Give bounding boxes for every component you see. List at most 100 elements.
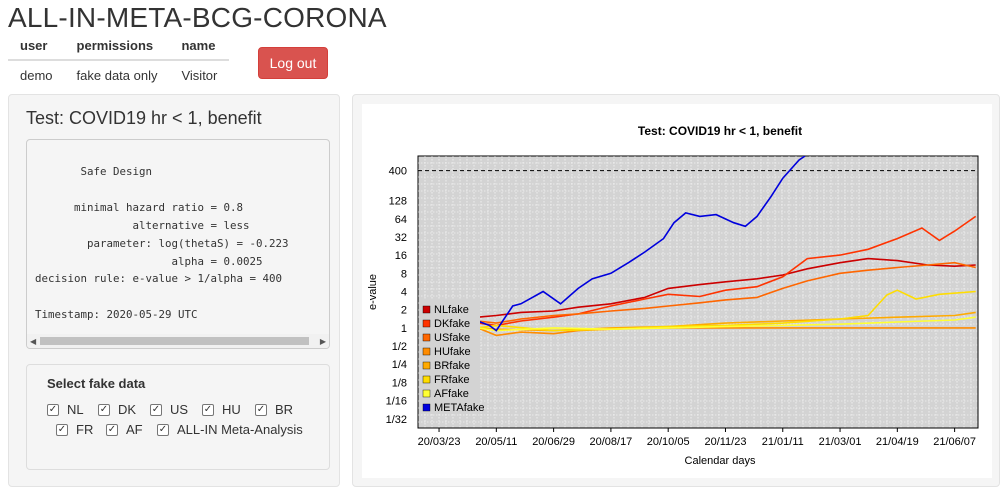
legend-label-affake: AFfake (434, 388, 469, 400)
legend-label-metafake: METAfake (434, 402, 485, 414)
legend-swatch-dkfake (422, 319, 431, 328)
checkbox-label: NL (67, 402, 84, 417)
legend-label-brfake: BRfake (434, 360, 470, 372)
logout-button[interactable]: Log out (258, 47, 328, 79)
series-line-usfake (477, 261, 976, 324)
x-tick-label: 21/04/19 (876, 436, 919, 448)
checkbox-dk[interactable]: ✓ DK (98, 402, 136, 417)
legend-label-usfake: USfake (434, 332, 470, 344)
y-axis-label: e-value (367, 274, 379, 310)
name-header: name (169, 33, 230, 61)
x-tick-label: 20/03/23 (418, 436, 461, 448)
legend-label-hufake: HUfake (434, 346, 471, 358)
y-tick-label: 1/4 (392, 359, 407, 371)
x-axis-ticks: 20/03/23 20/05/11 20/06/29 20/08/17 20/10/05… (418, 428, 976, 448)
evalue-chart: Test: COVID19 hr < 1, benefit 1/321/161/… (367, 124, 979, 467)
scrollbar-thumb[interactable] (40, 337, 309, 345)
user-header: user (8, 33, 65, 61)
table-row: demo fake data only Visitor (8, 60, 229, 87)
checkbox-label: HU (222, 402, 241, 417)
checkbox-label: ALL-IN Meta-Analysis (177, 422, 303, 437)
check-icon[interactable]: ✓ (150, 403, 162, 416)
legend-label-nlfake: NLfake (434, 304, 469, 316)
checkbox-meta[interactable]: ✓ ALL-IN Meta-Analysis (157, 422, 303, 437)
legend-swatch-metafake (422, 403, 431, 412)
select-data-box: Select fake data ✓ NL ✓ DK ✓ US ✓ HU ✓ BR ✓ FR… (26, 364, 330, 470)
check-icon[interactable]: ✓ (106, 423, 118, 436)
permissions-cell: fake data only (76, 68, 158, 83)
legend-label-dkfake: DKfake (434, 318, 470, 330)
legend-label-frfake: FRfake (434, 374, 469, 386)
checkbox-hu[interactable]: ✓ HU (202, 402, 241, 417)
user-cell: demo (20, 68, 53, 83)
check-icon[interactable]: ✓ (157, 423, 169, 436)
check-icon[interactable]: ✓ (47, 403, 59, 416)
name-cell: Visitor (181, 68, 218, 83)
design-output[interactable]: Safe Design minimal hazard ratio = 0.8 a… (26, 139, 330, 349)
legend: NLfake DKfake USfake HUfake BRfake FRfake AFfa… (420, 300, 485, 414)
y-tick-label: 64 (395, 214, 407, 226)
series-line-metafake (477, 156, 806, 332)
x-tick-label: 21/01/11 (762, 436, 804, 448)
checkbox-label: BR (275, 402, 294, 417)
series-line-nlfake (477, 257, 976, 318)
legend-swatch-nlfake (422, 305, 431, 314)
scroll-right-icon[interactable]: ▶ (319, 337, 326, 346)
y-tick-label: 400 (389, 166, 407, 178)
select-data-label: Select fake data (47, 376, 146, 391)
x-tick-label: 21/03/01 (819, 436, 862, 448)
y-tick-label: 128 (389, 196, 407, 208)
checkbox-br[interactable]: ✓ BR (255, 402, 293, 417)
y-tick-label: 1/32 (386, 414, 407, 426)
legend-swatch-brfake (422, 361, 431, 370)
permissions-header: permissions (64, 33, 170, 61)
y-tick-label: 1/16 (386, 396, 407, 408)
check-icon[interactable]: ✓ (98, 403, 110, 416)
x-axis-label: Calendar days (685, 455, 756, 467)
main-panel: Test: COVID19 hr < 1, benefit 1/32 1/16 1/… (352, 94, 1000, 487)
checkbox-af[interactable]: ✓ AF (106, 422, 143, 437)
chart-title: Test: COVID19 hr < 1, benefit (638, 124, 802, 138)
legend-swatch-usfake (422, 333, 431, 342)
y-tick-label: 4 (401, 286, 407, 298)
y-tick-label: 32 (395, 232, 407, 244)
check-icon[interactable]: ✓ (56, 423, 68, 436)
y-tick-label: 8 (401, 268, 407, 280)
y-axis-ticks: 1/32 1/16 1/8 1/4 1/2 1 2 4 8 16 32 64 128 400 (386, 166, 407, 426)
panel-title: Test: COVID19 hr < 1, benefit (26, 108, 262, 128)
x-tick-label: 20/08/17 (589, 436, 632, 448)
x-tick-label: 20/11/23 (704, 436, 746, 448)
y-tick-label: 1 (401, 323, 407, 335)
x-tick-label: 20/10/05 (647, 436, 690, 448)
legend-swatch-affake (422, 389, 431, 398)
check-icon[interactable]: ✓ (202, 403, 214, 416)
plot-container: Test: COVID19 hr < 1, benefit 1/32 1/16 1/… (362, 104, 992, 478)
checkbox-nl[interactable]: ✓ NL (47, 402, 84, 417)
series-line-affake (477, 316, 976, 332)
legend-swatch-frfake (422, 375, 431, 384)
sidebar-panel: Test: COVID19 hr < 1, benefit Safe Desig… (8, 94, 340, 487)
checkbox-us[interactable]: ✓ US (150, 402, 188, 417)
y-tick-label: 1/8 (392, 377, 407, 389)
check-icon[interactable]: ✓ (255, 403, 267, 416)
x-tick-label: 20/05/11 (475, 436, 517, 448)
checkbox-label: DK (118, 402, 137, 417)
checkbox-label: FR (76, 422, 94, 437)
x-tick-label: 21/06/07 (933, 436, 976, 448)
checkbox-label: AF (126, 422, 143, 437)
design-text: Safe Design minimal hazard ratio = 0.8 a… (35, 165, 289, 322)
legend-swatch-hufake (422, 347, 431, 356)
y-tick-label: 1/2 (392, 341, 407, 353)
series-line-dkfake (477, 215, 977, 327)
series-lines (477, 156, 977, 337)
scroll-left-icon[interactable]: ◀ (30, 337, 37, 346)
x-tick-label: 20/06/29 (532, 436, 575, 448)
series-line-brfake (477, 311, 976, 332)
horizontal-scrollbar[interactable]: ◀ ▶ (27, 334, 329, 348)
series-line-frfake (477, 289, 976, 332)
app-title: ALL-IN-META-BCG-CORONA (8, 2, 387, 33)
checkbox-fr[interactable]: ✓ FR (56, 422, 93, 437)
y-tick-label: 16 (395, 250, 407, 262)
y-tick-label: 2 (401, 305, 407, 317)
user-info-table: user permissions name demo fake data onl… (8, 33, 230, 87)
